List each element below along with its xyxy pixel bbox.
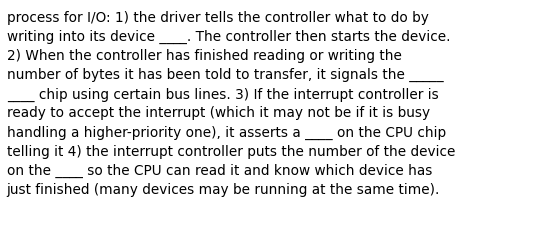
Text: process for I/O: 1) the driver tells the controller what to do by
writing into i: process for I/O: 1) the driver tells the… <box>7 11 455 196</box>
